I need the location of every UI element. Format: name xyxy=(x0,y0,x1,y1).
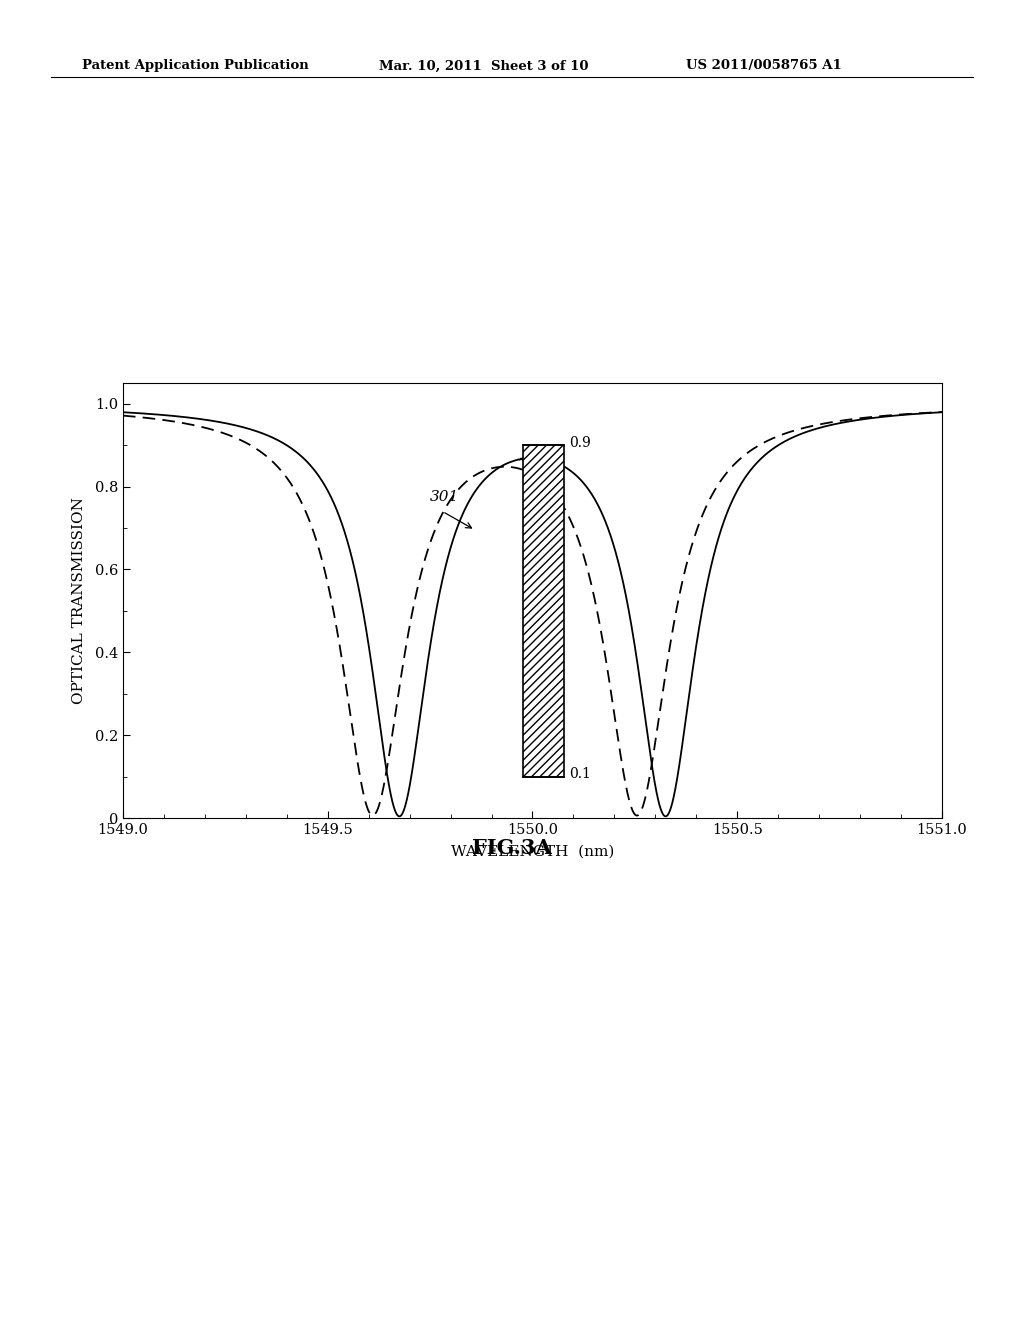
Text: Mar. 10, 2011  Sheet 3 of 10: Mar. 10, 2011 Sheet 3 of 10 xyxy=(379,59,589,73)
Y-axis label: OPTICAL TRANSMISSION: OPTICAL TRANSMISSION xyxy=(73,498,86,704)
Text: 301: 301 xyxy=(430,490,460,504)
Text: US 2011/0058765 A1: US 2011/0058765 A1 xyxy=(686,59,842,73)
Text: Patent Application Publication: Patent Application Publication xyxy=(82,59,308,73)
X-axis label: WAVELENGTH  (nm): WAVELENGTH (nm) xyxy=(451,845,614,858)
Text: 0.1: 0.1 xyxy=(569,767,591,780)
Bar xyxy=(523,445,564,777)
Text: 0.9: 0.9 xyxy=(569,436,591,450)
Text: FIG.3A: FIG.3A xyxy=(472,838,552,858)
